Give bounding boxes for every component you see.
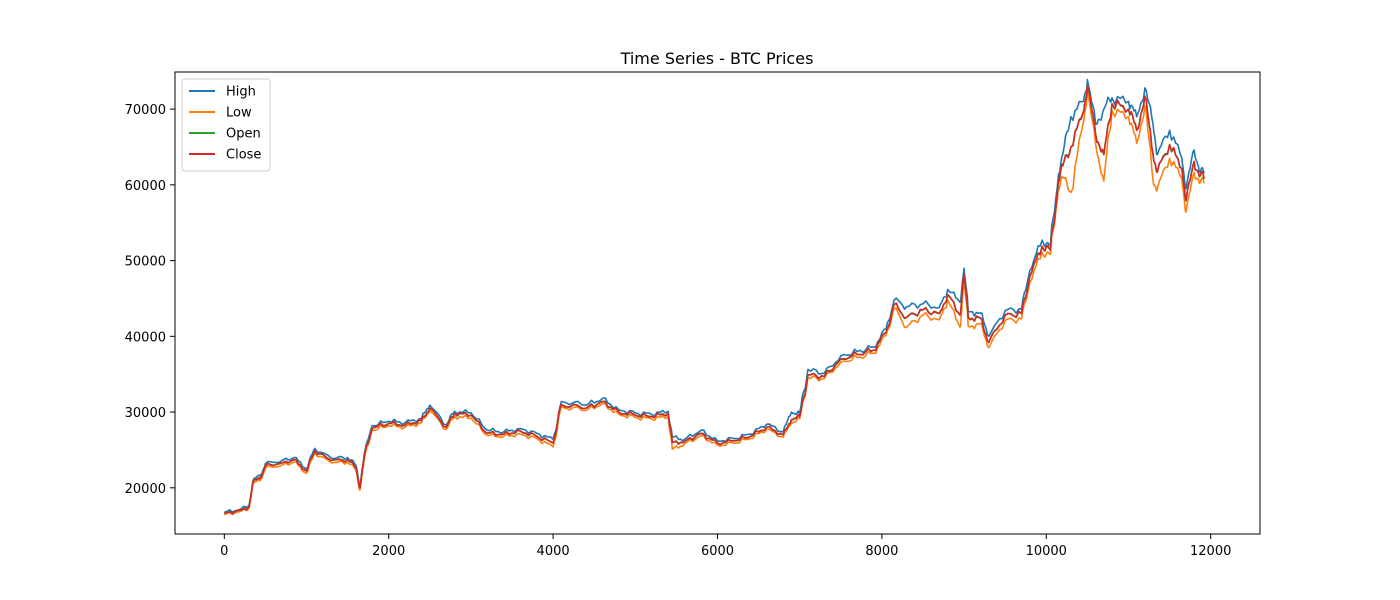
legend-label-close: Close bbox=[226, 148, 261, 163]
series-line-close bbox=[223, 84, 1205, 515]
y-tick-label: 60000 bbox=[125, 179, 166, 194]
legend-label-high: High bbox=[226, 85, 256, 100]
legend-label-open: Open bbox=[226, 127, 261, 142]
legend-box bbox=[181, 78, 271, 172]
x-tick-label: 12000 bbox=[1190, 544, 1231, 559]
y-tick-label: 70000 bbox=[125, 103, 166, 118]
y-tick-label: 20000 bbox=[125, 482, 166, 497]
x-tick-label: 0 bbox=[220, 544, 228, 559]
y-tick-label: 30000 bbox=[125, 406, 166, 421]
x-tick-label: 2000 bbox=[372, 544, 405, 559]
legend-label-low: Low bbox=[226, 106, 252, 121]
x-tick-label: 8000 bbox=[865, 544, 898, 559]
x-axis: 0 2000 4000 6000 8000 10000 12000 bbox=[220, 534, 1231, 559]
x-tick-label: 10000 bbox=[1026, 544, 1067, 559]
y-tick-label: 50000 bbox=[125, 255, 166, 270]
y-tick-label: 40000 bbox=[125, 330, 166, 345]
chart-title: Time Series - BTC Prices bbox=[620, 49, 814, 68]
x-tick-label: 4000 bbox=[537, 544, 570, 559]
series-layer bbox=[223, 78, 1205, 516]
x-tick-label: 6000 bbox=[701, 544, 734, 559]
legend: High Low Open Close bbox=[181, 78, 271, 172]
y-axis: 20000 30000 40000 50000 60000 70000 bbox=[125, 103, 175, 497]
